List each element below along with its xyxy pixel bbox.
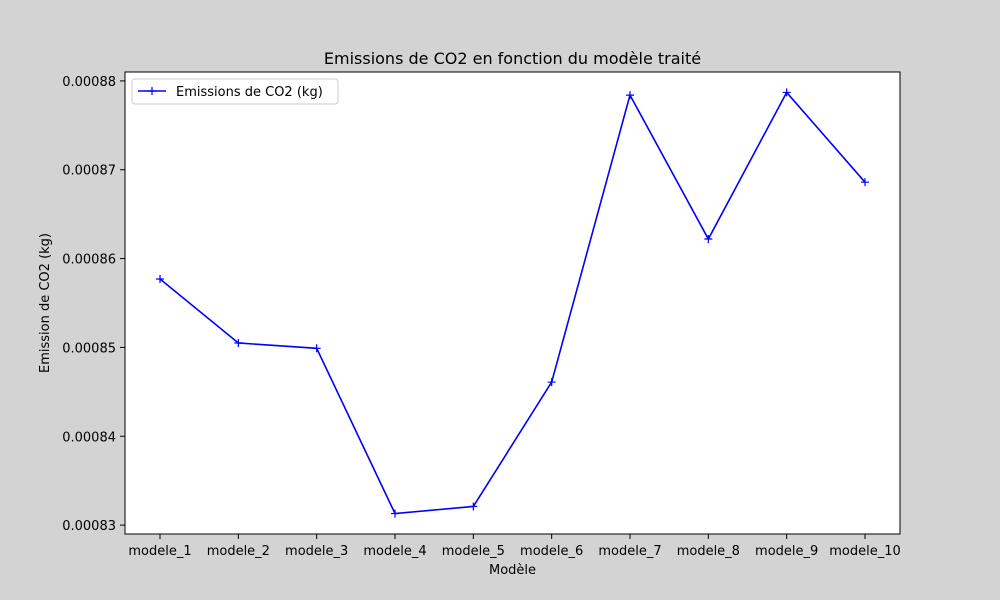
plot-area <box>125 72 900 534</box>
y-axis-label: Emission de CO2 (kg) <box>38 233 53 373</box>
y-tick-label: 0.00083 <box>62 519 116 534</box>
x-tick-label: modele_8 <box>677 544 740 559</box>
y-axis-ticks: 0.00083 0.00084 0.00085 0.00086 0.00087 0.000… <box>62 75 125 534</box>
y-tick-label: 0.00087 <box>62 164 116 179</box>
x-tick-label: modele_7 <box>598 544 661 559</box>
x-tick-label: modele_3 <box>285 544 348 559</box>
x-tick-label: modele_5 <box>442 544 505 559</box>
data-point-marker <box>312 344 321 353</box>
data-point-marker <box>469 502 478 511</box>
data-point-marker <box>626 91 634 100</box>
data-point-marker <box>704 235 713 244</box>
data-point-marker <box>234 338 243 347</box>
legend-plus-marker-icon <box>148 87 156 95</box>
y-tick-label: 0.00086 <box>62 253 116 268</box>
legend-box <box>131 78 339 105</box>
x-axis-label: Modèle <box>489 563 536 578</box>
x-tick-label: modele_6 <box>520 544 583 559</box>
series-layer <box>156 88 869 518</box>
legend-entry-label: Emissions de CO2 (kg) <box>176 85 323 100</box>
x-tick-label: modele_9 <box>755 544 818 559</box>
x-tick-label: modele_2 <box>207 544 270 559</box>
data-point-marker <box>782 88 791 97</box>
y-tick-label: 0.00088 <box>62 75 116 90</box>
data-point-marker <box>156 275 164 284</box>
data-point-marker <box>391 509 399 518</box>
legend: Emissions de CO2 (kg) <box>131 78 339 105</box>
x-tick-label: modele_10 <box>829 544 901 559</box>
y-tick-label: 0.00084 <box>62 430 116 445</box>
x-tick-label: modele_4 <box>363 544 426 559</box>
y-tick-label: 0.00085 <box>62 341 116 356</box>
x-axis-ticks: modele_1 modele_2 modele_3 modele_4 modele_5… <box>128 534 901 559</box>
plot-frame <box>124 71 901 535</box>
chart-title: Emissions de CO2 en fonction du modèle t… <box>324 49 701 68</box>
series-line <box>159 91 866 515</box>
data-point-marker <box>547 378 556 387</box>
data-point-marker <box>861 178 869 187</box>
x-tick-label: modele_1 <box>128 544 191 559</box>
